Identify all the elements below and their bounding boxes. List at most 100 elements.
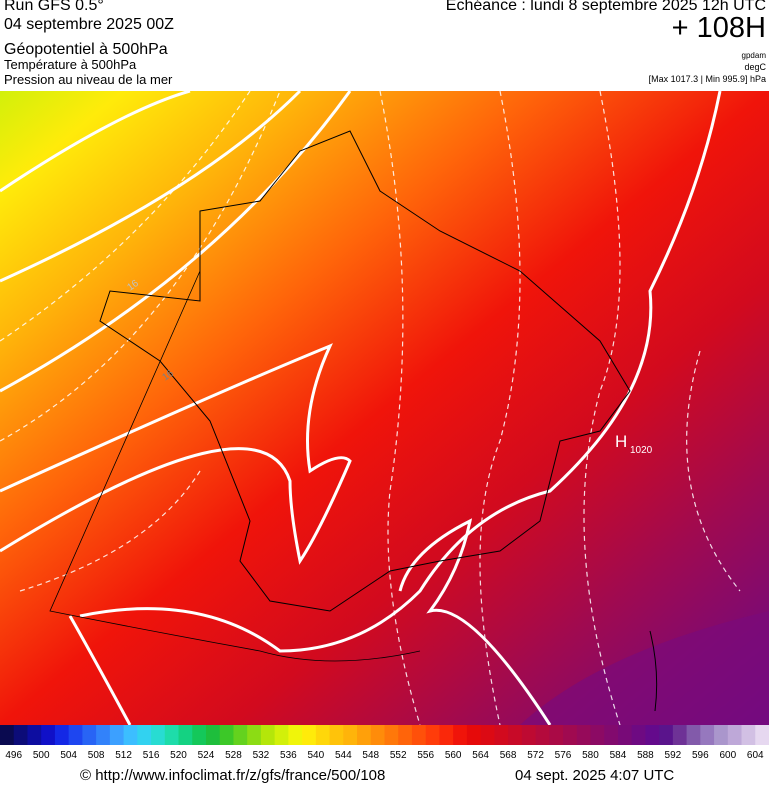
colorbar-label: 540 (307, 750, 324, 761)
source-url: © http://www.infoclimat.fr/z/gfs/france/… (80, 767, 386, 784)
colorbar-swatch (0, 725, 15, 745)
colorbar-swatch (659, 725, 674, 745)
unit: gpdam (741, 51, 766, 60)
colorbar-label: 600 (719, 750, 736, 761)
colorbar-swatch (288, 725, 303, 745)
colorbar-swatch (192, 725, 207, 745)
high-letter: H (615, 432, 627, 451)
colorbar-swatch (247, 725, 262, 745)
colorbar-label: 560 (445, 750, 462, 761)
run-date: 04 septembre 2025 00Z (4, 16, 174, 33)
colorbar-swatch (563, 725, 578, 745)
field-title: Température à 500hPa (4, 57, 137, 72)
colorbar-label: 588 (637, 750, 654, 761)
colorbar-swatch (494, 725, 509, 745)
colorbar-label: 532 (253, 750, 270, 761)
colorbar-swatch (329, 725, 344, 745)
colorbar-swatch (590, 725, 605, 745)
unit: degC (744, 62, 766, 72)
colorbar-label: 568 (500, 750, 517, 761)
colorbar-label: 496 (5, 750, 22, 761)
colorbar-swatch (68, 725, 83, 745)
colorbar-swatch (370, 725, 385, 745)
coastline (49, 270, 421, 662)
colorbar-swatch (604, 725, 619, 745)
colorbar-label: 552 (390, 750, 407, 761)
colorbar-swatch (700, 725, 715, 745)
colorbar-swatch (411, 725, 427, 745)
field-shading (520, 611, 769, 725)
colorbar-swatch (631, 725, 646, 745)
colorbar-swatch (508, 725, 523, 745)
colorbar-swatch (398, 725, 413, 745)
colorbar-swatch (576, 725, 591, 745)
colorbar-label: 524 (198, 750, 215, 761)
colorbar-swatch (123, 725, 138, 745)
colorbar-swatch (686, 725, 701, 745)
colorbar-swatch (741, 725, 756, 745)
colorbar-swatch (343, 725, 358, 745)
colorbar-label: 596 (692, 750, 709, 761)
colorbar-label: 564 (472, 750, 489, 761)
colorbar-label: 584 (610, 750, 627, 761)
lead-time: + 108H (671, 12, 766, 44)
colorbar-swatch (137, 725, 152, 745)
colorbar-swatch (233, 725, 248, 745)
colorbar-label: 504 (60, 750, 77, 761)
valid-time: Echéance : lundi 8 septembre 2025 12h UT… (445, 0, 766, 14)
colorbar-swatch (27, 725, 42, 745)
colorbar-label: 544 (335, 750, 352, 761)
colorbar-swatch (425, 725, 440, 745)
colorbar-swatch (357, 725, 372, 745)
colorbar-label: 500 (33, 750, 50, 761)
colorbar-label: 572 (527, 750, 544, 761)
colorbar-label: 580 (582, 750, 599, 761)
colorbar-swatch (714, 725, 729, 745)
isobars (0, 91, 722, 725)
colorbar-swatch (274, 725, 289, 745)
field-shading (0, 91, 769, 725)
colorbar-swatch (82, 725, 97, 745)
colorbar-swatch (549, 725, 564, 745)
colorbar-swatch (151, 725, 166, 745)
colorbar-swatch (260, 725, 276, 745)
colorbar-swatch (535, 725, 550, 745)
high-value: 1020 (630, 445, 653, 456)
generated-time: 04 sept. 2025 4:07 UTC (515, 767, 675, 784)
colorbar-label: 512 (115, 750, 132, 761)
field-title: Pression au niveau de la mer (4, 72, 173, 87)
colorbar-swatch (41, 725, 56, 745)
colorbar-label: 516 (143, 750, 160, 761)
colorbar-swatch (13, 725, 28, 745)
colorbar-swatch (315, 725, 331, 745)
field-title: Géopotentiel à 500hPa (4, 41, 168, 58)
colorbar-swatch (178, 725, 193, 745)
colorbar-swatch (302, 725, 317, 745)
colorbar: 496 500 504 508 512 516 520 524 528 532 536 540 544 5… (0, 725, 769, 761)
colorbar-swatch (219, 725, 234, 745)
colorbar-label: 604 (747, 750, 764, 761)
colorbar-label: 520 (170, 750, 187, 761)
colorbar-label: 556 (417, 750, 434, 761)
colorbar-swatch (54, 725, 70, 745)
colorbar-swatch (521, 725, 537, 745)
colorbar-swatch (384, 725, 399, 745)
colorbar-label: 548 (362, 750, 379, 761)
colorbar-label: 508 (88, 750, 105, 761)
colorbar-swatch (439, 725, 454, 745)
colorbar-swatch (617, 725, 633, 745)
colorbar-swatch (480, 725, 495, 745)
colorbar-swatch (109, 725, 125, 745)
colorbar-swatch (205, 725, 221, 745)
colorbar-swatch (645, 725, 660, 745)
colorbar-swatch (672, 725, 688, 745)
colorbar-swatch (96, 725, 111, 745)
colorbar-swatch (466, 725, 482, 745)
colorbar-label: 576 (555, 750, 572, 761)
run-label: Run GFS 0.5° (4, 0, 104, 14)
colorbar-label: 536 (280, 750, 297, 761)
map: H 1020 16 16 (0, 91, 769, 725)
colorbar-label: 528 (225, 750, 242, 761)
colorbar-swatch (755, 725, 769, 745)
